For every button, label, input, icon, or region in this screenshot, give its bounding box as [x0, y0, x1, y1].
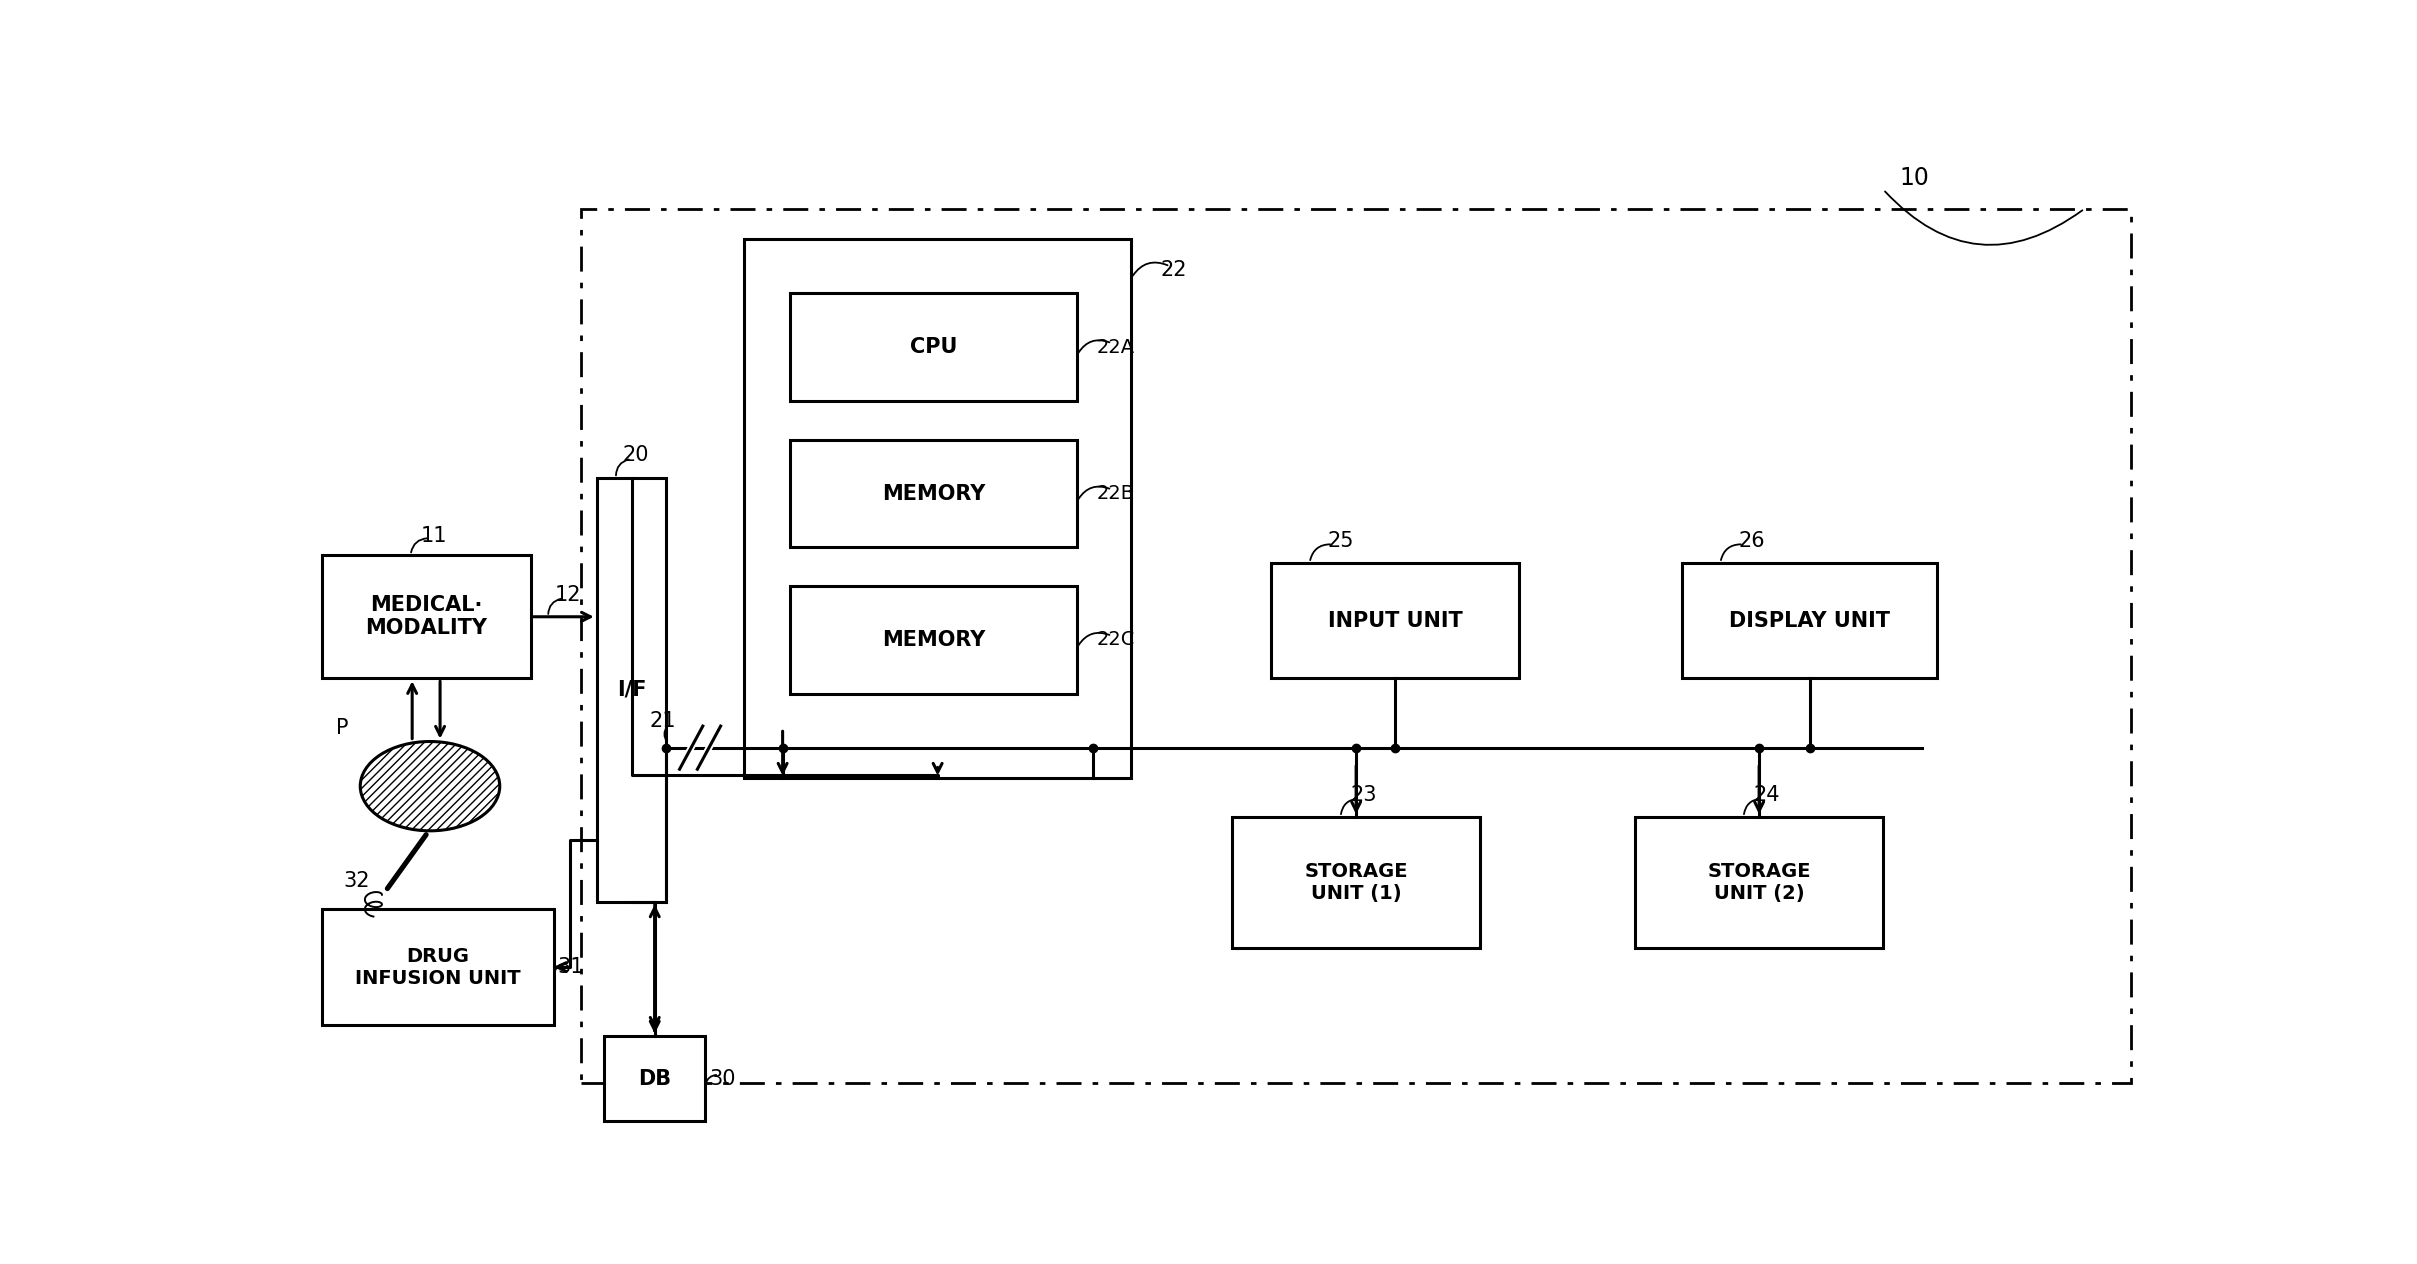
FancyBboxPatch shape	[790, 440, 1078, 547]
FancyBboxPatch shape	[790, 293, 1078, 401]
Text: STORAGE
UNIT (1): STORAGE UNIT (1)	[1305, 862, 1407, 902]
Text: CPU: CPU	[911, 337, 957, 358]
Text: P: P	[336, 718, 348, 738]
Text: MEMORY: MEMORY	[882, 484, 986, 503]
Text: 12: 12	[553, 585, 580, 605]
Text: 30: 30	[708, 1069, 735, 1088]
FancyBboxPatch shape	[1636, 817, 1883, 948]
Text: STORAGE
UNIT (2): STORAGE UNIT (2)	[1706, 862, 1810, 902]
FancyBboxPatch shape	[321, 555, 532, 679]
Text: DB: DB	[638, 1069, 672, 1088]
Text: 21: 21	[650, 710, 677, 731]
FancyBboxPatch shape	[597, 478, 667, 901]
FancyBboxPatch shape	[604, 1036, 706, 1121]
Text: 25: 25	[1327, 531, 1354, 551]
Text: 23: 23	[1351, 785, 1378, 805]
FancyBboxPatch shape	[321, 909, 553, 1025]
Text: 10: 10	[1900, 166, 1929, 190]
Text: 22C: 22C	[1097, 631, 1136, 650]
Text: MEDICAL·
MODALITY: MEDICAL· MODALITY	[365, 595, 488, 638]
Text: INPUT UNIT: INPUT UNIT	[1327, 611, 1462, 631]
Text: 26: 26	[1738, 531, 1764, 551]
FancyBboxPatch shape	[1271, 562, 1518, 679]
Text: I/F: I/F	[616, 680, 645, 700]
Text: MEMORY: MEMORY	[882, 629, 986, 650]
Text: DRUG
INFUSION UNIT: DRUG INFUSION UNIT	[355, 947, 520, 987]
FancyBboxPatch shape	[1233, 817, 1479, 948]
Ellipse shape	[360, 742, 500, 830]
Text: 22A: 22A	[1097, 337, 1136, 356]
FancyBboxPatch shape	[1682, 562, 1938, 679]
Text: 24: 24	[1755, 785, 1781, 805]
FancyBboxPatch shape	[790, 586, 1078, 694]
Text: 20: 20	[621, 445, 648, 465]
Text: 22B: 22B	[1097, 484, 1136, 503]
Text: 32: 32	[343, 871, 370, 891]
Text: 11: 11	[421, 526, 447, 546]
FancyBboxPatch shape	[744, 239, 1131, 779]
Text: 31: 31	[558, 957, 585, 977]
Text: DISPLAY UNIT: DISPLAY UNIT	[1728, 611, 1890, 631]
Text: 22: 22	[1160, 260, 1187, 281]
